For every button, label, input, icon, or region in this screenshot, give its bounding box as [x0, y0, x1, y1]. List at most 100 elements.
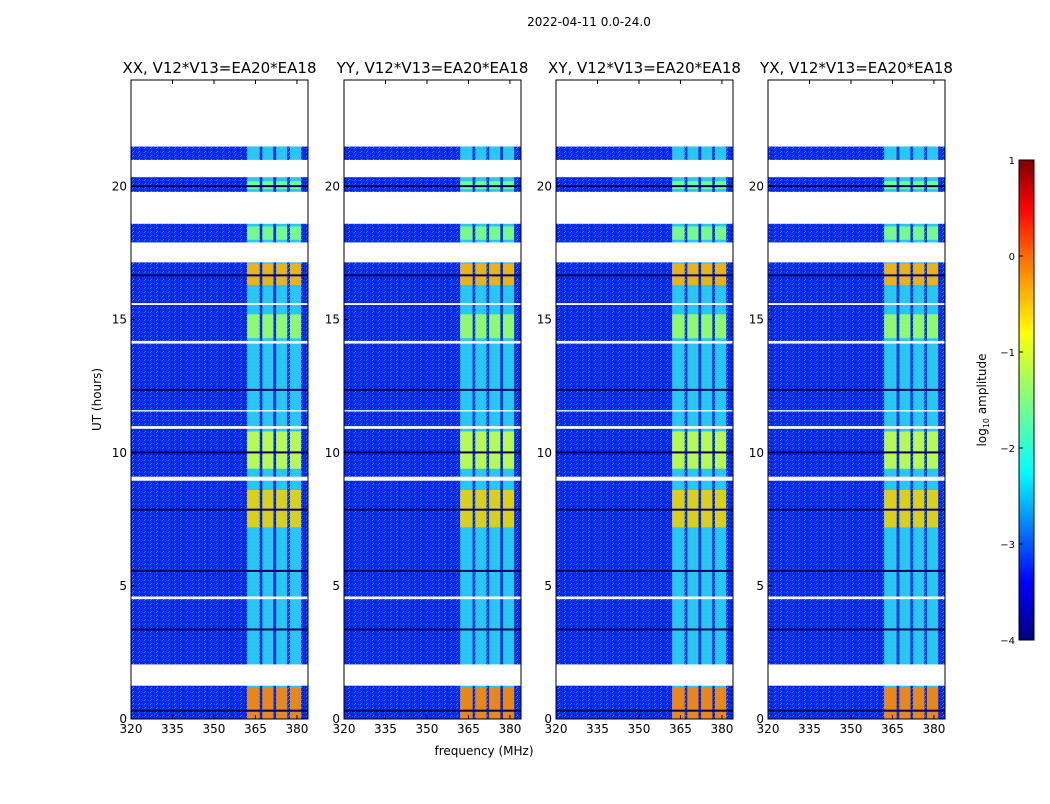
x-tick-label: 350 [203, 722, 226, 736]
emission-patch [460, 226, 473, 240]
y-tick-label: 15 [112, 313, 127, 327]
y-tick-label: 10 [537, 446, 552, 460]
flagged-gap [131, 191, 308, 224]
axes-frame [555, 79, 734, 720]
emission-patch [899, 490, 911, 528]
colorbar-tick-label: −2 [1000, 444, 1015, 455]
flagged-gap [344, 596, 521, 600]
x-tick-label: 335 [161, 722, 184, 736]
y-tick-label: 20 [112, 180, 127, 194]
emission-patch [913, 226, 925, 240]
emission-patch [276, 314, 288, 339]
emission-patch [475, 687, 487, 719]
colorbar-label: log10 amplitude [975, 354, 991, 447]
dark-line [556, 185, 733, 188]
emission-patch [701, 431, 713, 469]
flagged-gap [768, 664, 945, 686]
emission-patch [927, 314, 939, 339]
flagged-gap [344, 80, 521, 146]
dark-line [131, 185, 308, 188]
emission-patch [899, 314, 911, 339]
emission-patch [262, 490, 274, 528]
colorbar: 1 0 −1 −2 −3 −4 log10 amplitude [975, 156, 1035, 647]
emission-patch [899, 431, 911, 469]
y-tick-label: 0 [544, 712, 552, 726]
emission-patch [262, 687, 274, 719]
flagged-gap [556, 80, 733, 146]
x-tick-label: 320 [120, 722, 143, 736]
flagged-gap [768, 159, 945, 178]
colorbar-tick-label: 0 [1009, 252, 1015, 263]
emission-patch [262, 431, 274, 469]
flagged-gap [131, 426, 308, 429]
dark-line [131, 628, 308, 631]
emission-patch [489, 687, 501, 719]
emission-patch [701, 687, 713, 719]
emission-patch [913, 314, 925, 339]
y-tick-label: 5 [756, 579, 764, 593]
emission-patch [475, 490, 487, 528]
x-tick-label: 380 [710, 722, 733, 736]
emission-patch [503, 687, 515, 719]
flagged-gap [768, 303, 945, 305]
panel-title: XY, V12*V13=EA20*EA18 [548, 59, 741, 77]
emission-patch [672, 687, 685, 719]
x-tick-label: 350 [628, 722, 651, 736]
emission-patch [489, 490, 501, 528]
emission-patch [913, 490, 925, 528]
emission-patch [687, 226, 699, 240]
emission-patch [715, 687, 727, 719]
dark-line [768, 709, 945, 712]
flagged-gap [344, 191, 521, 224]
emission-patch [687, 687, 699, 719]
flagged-gap [556, 596, 733, 600]
dark-line [768, 451, 945, 454]
flagged-gap [131, 596, 308, 600]
y-tick-label: 10 [325, 446, 340, 460]
flagged-gap [556, 340, 733, 344]
dark-line [768, 628, 945, 631]
emission-patch [672, 431, 685, 469]
emission-patch [884, 687, 897, 719]
dark-line [768, 569, 945, 572]
flagged-gap [344, 476, 521, 481]
flagged-gap [556, 242, 733, 263]
flagged-gap [556, 426, 733, 429]
emission-patch [913, 687, 925, 719]
flagged-gap [131, 410, 308, 412]
flagged-gap [131, 664, 308, 686]
y-tick-label: 15 [749, 313, 764, 327]
flagged-gap [768, 410, 945, 412]
panel-title: YX, V12*V13=EA20*EA18 [759, 59, 953, 77]
emission-patch [276, 431, 288, 469]
emission-patch [701, 226, 713, 240]
colorbar-tick-label: −3 [1000, 540, 1015, 551]
emission-patch [290, 687, 302, 719]
emission-patch [503, 226, 515, 240]
x-tick-label: 320 [333, 722, 356, 736]
flagged-gap [768, 191, 945, 224]
dark-line [556, 451, 733, 454]
panel-title: YY, V12*V13=EA20*EA18 [336, 59, 529, 77]
flagged-gap [556, 410, 733, 412]
emission-patch [290, 314, 302, 339]
dark-line [344, 185, 521, 188]
y-tick-label: 0 [332, 712, 340, 726]
colorbar-gradient [1018, 159, 1035, 641]
emission-patch [672, 490, 685, 528]
emission-patch [927, 687, 939, 719]
emission-patch [290, 431, 302, 469]
flagged-gap [131, 476, 308, 481]
flagged-gap [344, 242, 521, 263]
emission-patch [276, 490, 288, 528]
flagged-gap [556, 476, 733, 481]
x-tick-label: 335 [586, 722, 609, 736]
flagged-gap [768, 476, 945, 481]
dark-line [344, 274, 521, 277]
dark-line [556, 388, 733, 391]
dark-line [768, 274, 945, 277]
flagged-gap [344, 303, 521, 305]
y-axis-label: UT (hours) [90, 368, 104, 431]
emission-patch [503, 431, 515, 469]
dark-line [768, 388, 945, 391]
